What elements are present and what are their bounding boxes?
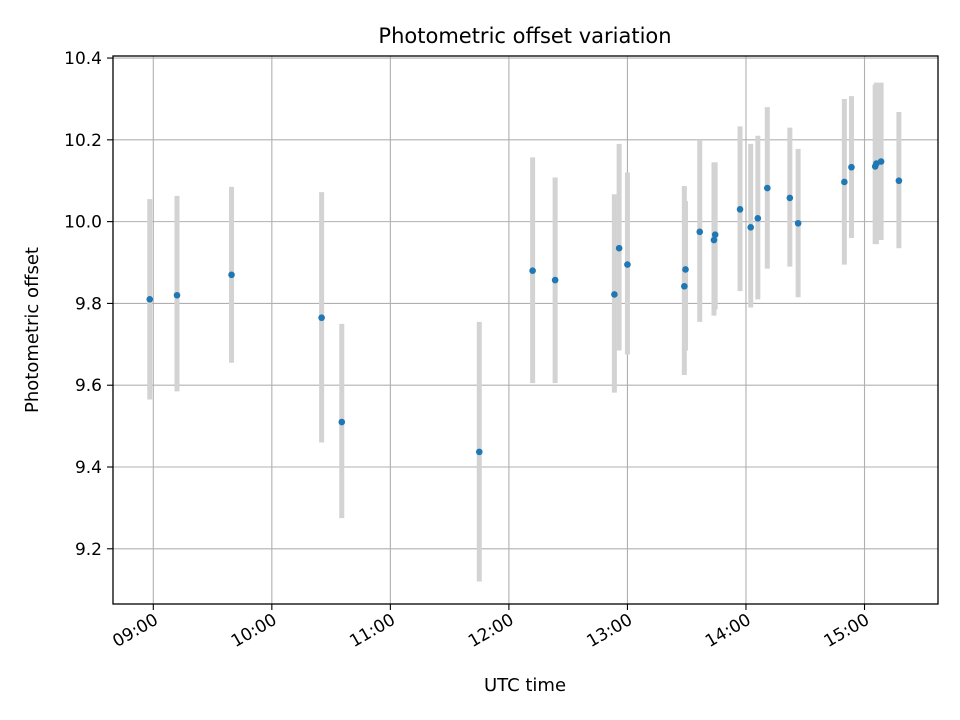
data-point xyxy=(624,261,631,268)
y-tick-label: 9.8 xyxy=(75,294,102,314)
data-point xyxy=(747,224,755,231)
data-point xyxy=(475,448,483,456)
data-point xyxy=(895,177,903,185)
data-point xyxy=(615,244,623,252)
data-point xyxy=(711,231,719,239)
plot-frame xyxy=(112,55,939,605)
y-tick-label: 9.2 xyxy=(75,540,102,560)
data-point xyxy=(764,184,771,192)
y-tick-label: 9.6 xyxy=(75,376,102,396)
data-point xyxy=(338,418,346,426)
y-tick-label: 10.4 xyxy=(64,49,102,69)
y-tick-label: 10.0 xyxy=(64,213,102,233)
y-tick-label: 10.2 xyxy=(64,131,102,151)
x-axis-label: UTC time xyxy=(484,675,566,696)
data-point xyxy=(682,266,689,273)
data-point xyxy=(786,194,794,202)
grid-lines xyxy=(113,56,938,604)
y-tick-label: 9.4 xyxy=(75,458,102,478)
data-point xyxy=(877,158,885,165)
data-point xyxy=(173,291,181,299)
data-point xyxy=(611,291,618,298)
chart-title: Photometric offset variation xyxy=(378,24,671,48)
data-point xyxy=(848,163,855,171)
data-point xyxy=(710,236,718,244)
data-point xyxy=(551,276,559,284)
data-point xyxy=(736,206,744,213)
data-point xyxy=(841,178,848,186)
data-point xyxy=(228,271,235,279)
data-point xyxy=(318,314,325,322)
data-point xyxy=(794,219,802,227)
data-point xyxy=(681,282,688,290)
data-point xyxy=(754,215,762,222)
data-point xyxy=(696,228,704,236)
data-points xyxy=(146,158,903,456)
y-axis-ticks: 9.2 9.4 9.6 9.8 10.0 10.2 10.4 xyxy=(64,49,113,560)
data-point xyxy=(146,296,154,303)
data-point xyxy=(529,267,536,275)
y-axis-label: Photometric offset xyxy=(22,247,43,413)
